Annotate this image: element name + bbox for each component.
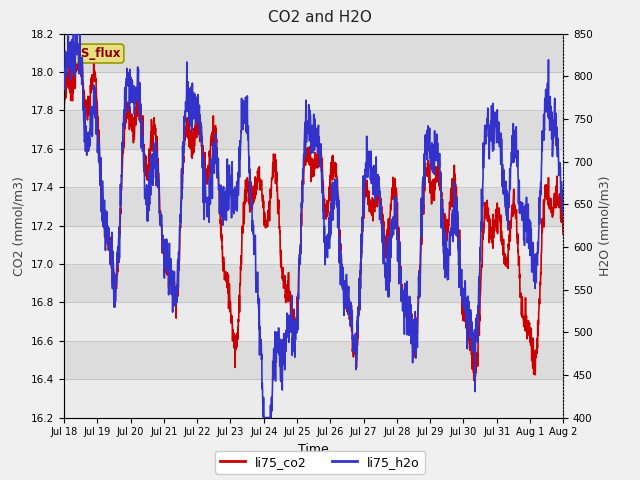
Legend: li75_co2, li75_h2o: li75_co2, li75_h2o [215, 451, 425, 474]
Bar [64, 72, 563, 110]
Bar [64, 226, 563, 264]
X-axis label: Time: Time [298, 443, 329, 456]
Y-axis label: CO2 (mmol/m3): CO2 (mmol/m3) [12, 176, 26, 276]
Bar [64, 264, 563, 302]
Text: CO2 and H2O: CO2 and H2O [268, 10, 372, 24]
Bar [64, 341, 563, 379]
Bar [64, 110, 563, 149]
Bar [64, 149, 563, 187]
Bar [64, 302, 563, 341]
Bar [64, 379, 563, 418]
Text: HS_flux: HS_flux [72, 47, 121, 60]
Bar [64, 187, 563, 226]
Y-axis label: H2O (mmol/m3): H2O (mmol/m3) [598, 175, 611, 276]
Bar [64, 34, 563, 72]
